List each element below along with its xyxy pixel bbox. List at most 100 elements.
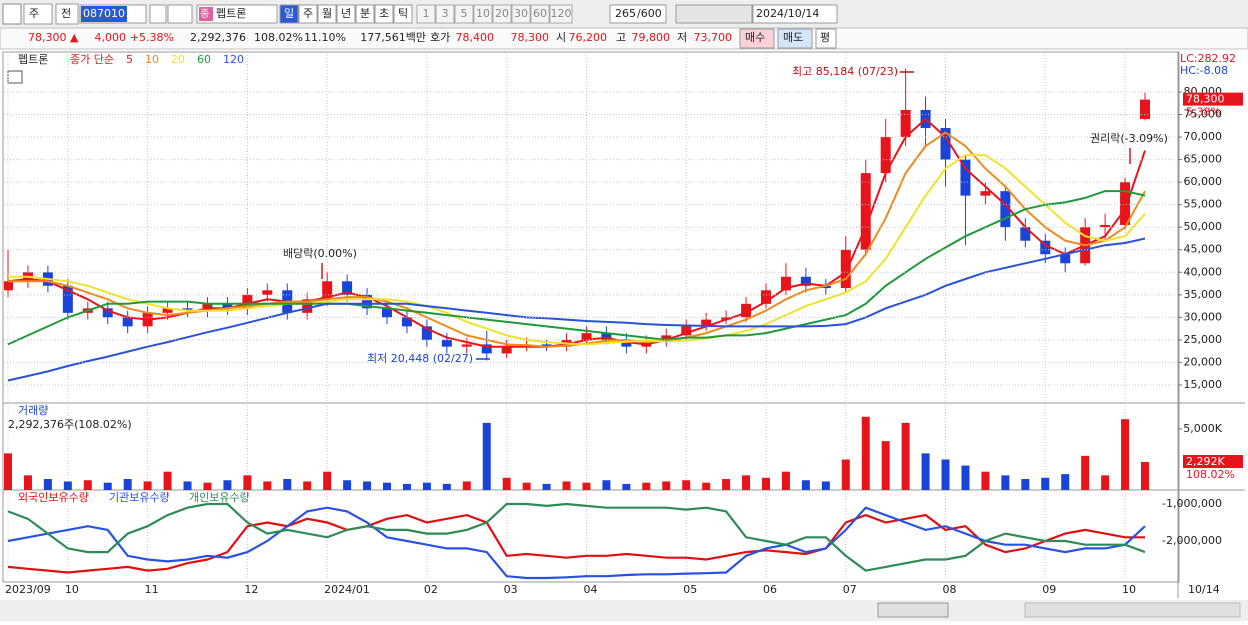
x-axis-end: 10/14	[1188, 583, 1220, 596]
period: 분	[360, 7, 370, 20]
avg-button[interactable]	[815, 28, 837, 49]
x-tick-label: 05	[683, 583, 697, 596]
sell-button[interactable]	[777, 28, 813, 49]
sound-button[interactable]	[167, 4, 193, 24]
volume-bar	[402, 483, 411, 490]
legend-entry: 5	[126, 53, 133, 66]
count-box[interactable]	[609, 4, 667, 24]
search-button[interactable]	[149, 4, 167, 24]
window-icon[interactable]	[2, 3, 22, 25]
candle-body	[741, 303, 752, 318]
y-tick-label: 65,000	[1184, 153, 1223, 166]
ma-label: 종가 단순	[70, 53, 114, 66]
date: 2024/10/14	[756, 7, 819, 20]
volume-bar	[43, 479, 52, 490]
candle-body	[601, 333, 612, 340]
volume: 2,292,376	[190, 31, 246, 44]
info-bar	[0, 27, 1248, 50]
tool-icons[interactable]	[675, 4, 753, 24]
period-button[interactable]	[336, 4, 356, 24]
last-price: 78,300	[1186, 93, 1225, 106]
interval-button[interactable]	[530, 4, 550, 24]
y-tick-label: 15,000	[1184, 378, 1223, 391]
y-tick-label: 60,000	[1184, 175, 1223, 188]
prev-button[interactable]	[55, 3, 79, 25]
volume-bar	[861, 416, 870, 490]
candle-body	[761, 290, 771, 304]
y-tick-label: -1,000,000	[1162, 497, 1222, 510]
period-button[interactable]	[317, 4, 337, 24]
y-tick-label: 55,000	[1184, 198, 1223, 211]
y-tick-label: 20,000	[1184, 355, 1223, 368]
volume-bar	[801, 480, 810, 490]
amount: 177,561백만	[360, 31, 426, 44]
candle-body	[481, 344, 492, 354]
legend-entry: 10	[145, 53, 159, 66]
candle-body	[900, 109, 911, 138]
candle-body	[501, 346, 512, 354]
annotation: 권리락(-3.09%)	[1090, 132, 1168, 145]
buy-button[interactable]	[739, 28, 775, 49]
open: 76,200	[569, 31, 608, 44]
volume-bar	[901, 422, 910, 490]
turnover: 11.10%	[304, 31, 346, 44]
candle-body	[880, 137, 891, 174]
interval: 5	[461, 7, 468, 20]
volume-bar	[4, 453, 12, 490]
interval-button[interactable]	[511, 4, 531, 24]
code-selection	[81, 6, 127, 22]
volume-bar	[881, 441, 890, 490]
candle-body	[800, 276, 811, 286]
interval-button[interactable]	[549, 4, 573, 24]
candle-body	[382, 308, 392, 318]
volume-bar	[1121, 419, 1130, 490]
scroll-buttons[interactable]	[877, 602, 949, 618]
last-volume: 2,292K	[1186, 455, 1225, 468]
period-button[interactable]	[393, 4, 413, 24]
period: 주	[303, 7, 313, 20]
annotation: 배당락(0.00%)	[283, 247, 357, 260]
volume-bar	[123, 479, 132, 490]
candle-body	[721, 317, 732, 320]
ask: 78,400	[456, 31, 495, 44]
period-button[interactable]	[374, 4, 394, 24]
x-tick-label: 08	[943, 583, 957, 596]
last-price-tag	[1183, 92, 1243, 106]
x-tick-label: 10	[65, 583, 79, 596]
legend-entry: 20	[171, 53, 185, 66]
candle-body	[461, 344, 472, 347]
moving-average	[7, 190, 1146, 346]
interval: 3	[442, 7, 449, 20]
interval-button[interactable]	[492, 4, 512, 24]
stock-code: 087010	[83, 7, 125, 20]
volume-bar	[383, 482, 391, 490]
name-box[interactable]	[196, 4, 278, 24]
zoom-tools[interactable]	[1024, 602, 1241, 618]
candle-body	[162, 308, 173, 313]
period-button[interactable]	[298, 4, 318, 24]
x-tick-label: 02	[424, 583, 438, 596]
panel-icon[interactable]	[7, 70, 23, 84]
period-button[interactable]	[355, 4, 375, 24]
interval: 10	[476, 7, 490, 20]
interval-button[interactable]	[416, 4, 436, 24]
open-label: 시	[556, 31, 566, 44]
high: 79,800	[632, 31, 671, 44]
candle-body	[1000, 191, 1011, 228]
x-tick-label: 2024/01	[324, 583, 370, 596]
volume-bar	[622, 483, 631, 490]
interval-button[interactable]	[473, 4, 493, 24]
period-button[interactable]	[279, 4, 299, 24]
holding-line	[7, 506, 1146, 580]
volume-bar	[422, 482, 431, 490]
volume-ratio: 108.02%	[254, 31, 303, 44]
change: 4,000	[95, 31, 127, 44]
candle-body	[820, 285, 831, 289]
volume-bar	[662, 481, 671, 490]
buy: 매수	[745, 31, 765, 44]
market-select[interactable]	[23, 3, 53, 25]
date-box[interactable]	[752, 4, 838, 24]
interval-button[interactable]	[435, 4, 455, 24]
interval-button[interactable]	[454, 4, 474, 24]
